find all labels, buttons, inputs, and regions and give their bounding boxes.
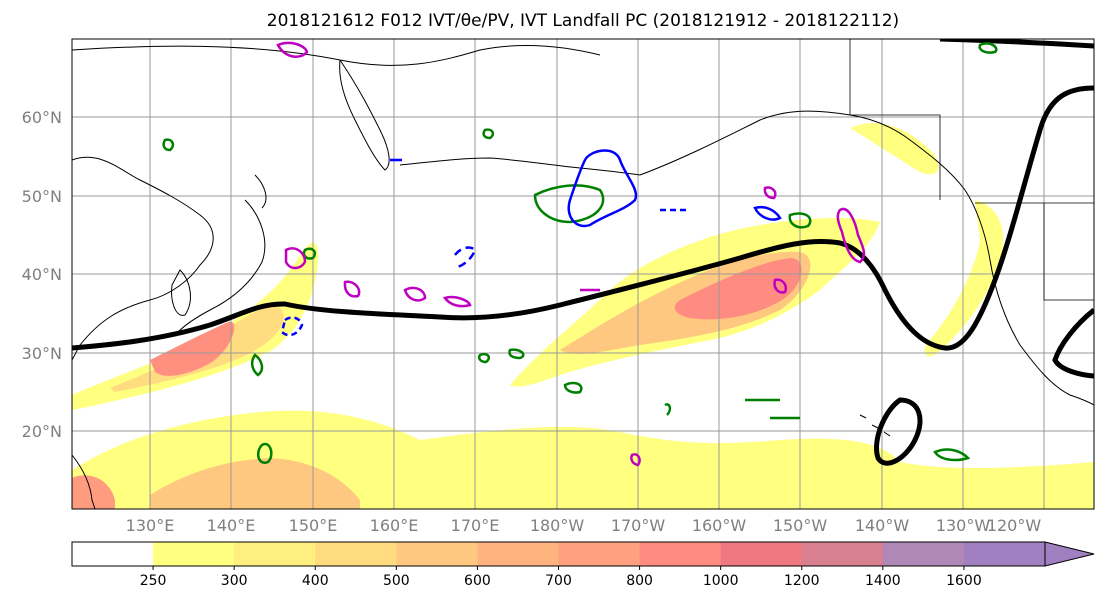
colorbar-tick-label: 1200 — [784, 573, 820, 589]
lat-labels: 20°N 30°N 40°N 50°N 60°N — [22, 108, 62, 441]
colorbar-segment — [234, 542, 316, 566]
colorbar-segment — [477, 542, 559, 566]
coast-korea — [171, 269, 191, 316]
coast-asia — [72, 156, 214, 361]
coast-hawaii — [859, 414, 891, 437]
colorbar-segment — [153, 542, 235, 566]
lat-label-40: 40°N — [22, 265, 62, 284]
coastlines — [72, 44, 1094, 509]
lon-label-170w: 170°W — [611, 516, 666, 535]
pv-negative-contours — [276, 41, 866, 467]
lon-label-130e: 130°E — [126, 516, 175, 535]
colorbar-segment — [315, 542, 397, 566]
figure-title: 2018121612 F012 IVT/θe/PV, IVT Landfall … — [267, 11, 899, 31]
lon-label-180w: 180°W — [530, 516, 585, 535]
pv-contours — [280, 149, 782, 337]
coast-na-west — [964, 189, 1094, 406]
coast-alaska — [639, 110, 966, 191]
ivt-band-alaska — [850, 123, 939, 175]
lat-label-60: 60°N — [22, 108, 62, 127]
colorbar-tick-label: 400 — [302, 573, 329, 589]
lon-label-160e: 160°E — [370, 516, 419, 535]
colorbar-segment — [72, 542, 154, 566]
lon-label-130w: 130°W — [936, 516, 991, 535]
colorbar-tick-label: 1000 — [703, 573, 739, 589]
colorbar-ticks: 250 300 400 500 600 700 800 1000 1200 1400 1600 — [140, 566, 982, 589]
colorbar-tick-label: 1400 — [865, 573, 901, 589]
colorbar-extend-arrow — [1044, 541, 1095, 567]
map-frame — [71, 38, 1095, 510]
coast-kamchatka — [339, 59, 390, 171]
colorbar-tick-label: 300 — [221, 573, 248, 589]
borders — [849, 39, 1094, 301]
coast-aleutians — [399, 157, 641, 176]
colorbar: 250 300 400 500 600 700 800 1000 1200 1400 1600 — [71, 541, 1095, 589]
ivt-band-south-600 — [72, 475, 115, 509]
lon-label-140w: 140°W — [855, 516, 910, 535]
lat-label-30: 30°N — [22, 344, 62, 363]
colorbar-segments — [72, 542, 1046, 566]
colorbar-segment — [558, 542, 641, 566]
coast-siberia — [72, 44, 601, 66]
lon-label-150w: 150°W — [773, 516, 828, 535]
colorbar-segment — [720, 542, 803, 566]
colorbar-segment — [639, 542, 722, 566]
lat-label-20: 20°N — [22, 422, 62, 441]
ivt-band-west-500 — [150, 321, 235, 376]
colorbar-tick-label: 600 — [464, 573, 491, 589]
ivt-shading — [72, 123, 1094, 509]
colorbar-tick-label: 250 — [140, 573, 167, 589]
colorbar-tick-label: 1600 — [946, 573, 982, 589]
colorbar-segment — [396, 542, 478, 566]
colorbar-tick-label: 700 — [545, 573, 572, 589]
colorbar-tick-label: 500 — [383, 573, 410, 589]
theta-e-contours — [162, 42, 998, 464]
ivt-band-central-700 — [674, 258, 802, 320]
lon-label-170e: 170°E — [451, 516, 500, 535]
colorbar-tick-label: 800 — [626, 573, 653, 589]
colorbar-segment — [882, 542, 965, 566]
lon-labels: 130°E 140°E 150°E 160°E 170°E 180°W 170°… — [126, 516, 1042, 535]
ivt-band-south-400 — [150, 458, 360, 509]
coast-japan — [177, 174, 267, 333]
coast-philippines — [72, 454, 96, 509]
lon-label-120w: 120°W — [987, 516, 1042, 535]
colorbar-segment — [963, 542, 1046, 566]
lat-label-50: 50°N — [22, 187, 62, 206]
lon-label-160w: 160°W — [692, 516, 747, 535]
colorbar-segment — [801, 542, 884, 566]
lon-label-150e: 150°E — [289, 516, 338, 535]
ivt-band-coast — [924, 200, 1004, 357]
lon-label-140e: 140°E — [207, 516, 256, 535]
